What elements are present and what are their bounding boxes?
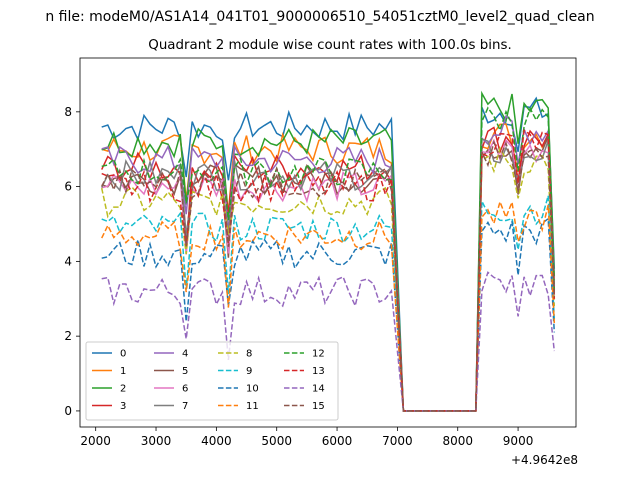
y-tick-label: 4: [64, 254, 72, 268]
legend-label-5: 5: [182, 366, 188, 377]
series-layer: [100, 90, 556, 412]
series-line-11: [101, 199, 556, 412]
axes-frame: [79, 57, 577, 428]
y-tick-label: 8: [64, 105, 72, 119]
x-tick-label: 9000: [503, 434, 534, 448]
x-tick-label: 2000: [80, 434, 111, 448]
legend-label-0: 0: [120, 349, 126, 360]
chart-title: Quadrant 2 module wise count rates with …: [148, 38, 511, 53]
axes-layer: 2000 3000 4000 5000 6000 7000 8000 9000 0 2 4 6 8: [64, 57, 577, 448]
y-tick-label: 2: [64, 329, 72, 343]
legend-label-7: 7: [182, 401, 188, 412]
legend-label-11: 11: [246, 401, 259, 412]
x-tick-label: 8000: [442, 434, 473, 448]
legend-label-14: 14: [312, 384, 325, 395]
y-tick-label: 6: [64, 180, 72, 194]
y-tick-label: 0: [64, 404, 72, 418]
legend-label-2: 2: [120, 384, 126, 395]
legend-label-8: 8: [246, 349, 252, 360]
series-line-15: [101, 139, 556, 412]
legend-label-6: 6: [182, 384, 188, 395]
series-line-14: [101, 271, 556, 412]
legend-label-9: 9: [246, 366, 252, 377]
legend-label-1: 1: [120, 366, 126, 377]
x-tick-label: 4000: [201, 434, 232, 448]
x-tick-label: 6000: [322, 434, 353, 448]
x-tick-label: 7000: [382, 434, 413, 448]
legend-label-12: 12: [312, 349, 325, 360]
figure-suptitle: n file: modeM0/AS1A14_041T01_9000006510_…: [45, 9, 594, 25]
x-axis-offset-label: +4.9642e8: [511, 453, 578, 467]
legend-label-13: 13: [312, 366, 325, 377]
legend-label-3: 3: [120, 401, 126, 412]
legend-label-15: 15: [312, 401, 325, 412]
legend-box: [85, 341, 339, 421]
x-tick-label: 5000: [261, 434, 292, 448]
series-line-9: [101, 195, 556, 412]
legend-label-4: 4: [182, 349, 188, 360]
legend-label-10: 10: [246, 384, 259, 395]
x-tick-label: 3000: [141, 434, 172, 448]
